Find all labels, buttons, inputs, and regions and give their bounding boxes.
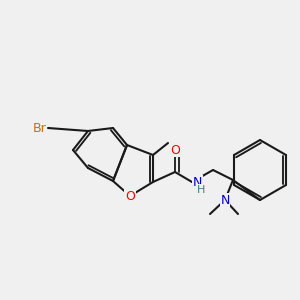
Text: N: N bbox=[193, 176, 202, 188]
Text: O: O bbox=[125, 190, 135, 202]
Text: Br: Br bbox=[32, 122, 46, 134]
Text: H: H bbox=[197, 185, 205, 195]
Text: N: N bbox=[220, 194, 230, 206]
Text: O: O bbox=[170, 143, 180, 157]
